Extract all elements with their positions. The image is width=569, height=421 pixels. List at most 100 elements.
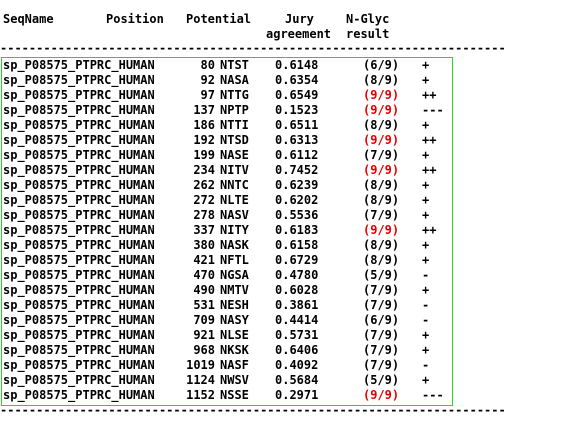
potential-cell: 0.6511 [275, 118, 319, 132]
separator-top: ----------------------------------------… [0, 41, 506, 55]
jury-cell: (9/9) [363, 133, 400, 147]
jury-cell: (9/9) [363, 103, 400, 117]
position-cell: 709 [193, 313, 215, 327]
position-cell: 97 [200, 88, 215, 102]
potential-cell: 0.1523 [275, 103, 319, 117]
jury-cell: (7/9) [363, 283, 400, 297]
result-cell: + [422, 343, 430, 357]
position-cell: 490 [193, 283, 215, 297]
potential-cell: 0.6202 [275, 193, 319, 207]
seqname-cell: sp_P08575_PTPRC_HUMAN [3, 328, 155, 342]
motif-cell: NTSD [220, 133, 249, 147]
position-cell: 531 [193, 298, 215, 312]
jury-cell: (9/9) [363, 163, 400, 177]
potential-cell: 0.6183 [275, 223, 319, 237]
jury-cell: (7/9) [363, 343, 400, 357]
jury-cell: (8/9) [363, 193, 400, 207]
position-cell: 199 [193, 148, 215, 162]
motif-cell: NASE [220, 148, 249, 162]
position-cell: 1019 [186, 358, 215, 372]
result-cell: + [422, 373, 430, 387]
potential-cell: 0.6549 [275, 88, 319, 102]
motif-cell: NTTG [220, 88, 249, 102]
potential-cell: 0.6112 [275, 148, 319, 162]
motif-cell: NTST [220, 58, 249, 72]
result-cell: + [422, 208, 430, 222]
result-cell: + [422, 193, 430, 207]
header-agreement: agreement [266, 27, 332, 41]
potential-cell: 0.6354 [275, 73, 319, 87]
position-cell: 421 [193, 253, 215, 267]
seqname-cell: sp_P08575_PTPRC_HUMAN [3, 73, 155, 87]
motif-cell: NITV [220, 163, 249, 177]
jury-cell: (8/9) [363, 253, 400, 267]
jury-cell: (7/9) [363, 148, 400, 162]
position-cell: 470 [193, 268, 215, 282]
potential-cell: 0.2971 [275, 388, 319, 402]
seqname-cell: sp_P08575_PTPRC_HUMAN [3, 388, 155, 402]
position-cell: 278 [193, 208, 215, 222]
position-cell: 1124 [186, 373, 215, 387]
jury-cell: (9/9) [363, 223, 400, 237]
seqname-cell: sp_P08575_PTPRC_HUMAN [3, 148, 155, 162]
result-cell: ++ [422, 133, 437, 147]
position-cell: 80 [200, 58, 215, 72]
jury-cell: (7/9) [363, 358, 400, 372]
seqname-cell: sp_P08575_PTPRC_HUMAN [3, 253, 155, 267]
jury-cell: (7/9) [363, 298, 400, 312]
motif-cell: NKSK [220, 343, 249, 357]
motif-cell: NWSV [220, 373, 249, 387]
jury-cell: (9/9) [363, 88, 400, 102]
result-cell: + [422, 283, 430, 297]
jury-cell: (8/9) [363, 178, 400, 192]
result-cell: + [422, 118, 430, 132]
jury-cell: (6/9) [363, 313, 400, 327]
position-cell: 186 [193, 118, 215, 132]
seqname-cell: sp_P08575_PTPRC_HUMAN [3, 358, 155, 372]
result-cell: + [422, 238, 430, 252]
motif-cell: NSSE [220, 388, 249, 402]
potential-cell: 0.6406 [275, 343, 319, 357]
motif-cell: NLTE [220, 193, 249, 207]
seqname-cell: sp_P08575_PTPRC_HUMAN [3, 163, 155, 177]
result-cell: + [422, 58, 430, 72]
result-cell: - [422, 313, 430, 327]
motif-cell: NNTC [220, 178, 249, 192]
jury-cell: (8/9) [363, 238, 400, 252]
jury-cell: (8/9) [363, 118, 400, 132]
header-result: result [346, 27, 390, 41]
result-cell: ++ [422, 163, 437, 177]
jury-cell: (5/9) [363, 268, 400, 282]
jury-cell: (7/9) [363, 208, 400, 222]
result-cell: + [422, 328, 430, 342]
result-cell: ++ [422, 223, 437, 237]
result-cell: + [422, 73, 430, 87]
position-cell: 192 [193, 133, 215, 147]
position-cell: 380 [193, 238, 215, 252]
position-cell: 337 [193, 223, 215, 237]
seqname-cell: sp_P08575_PTPRC_HUMAN [3, 118, 155, 132]
motif-cell: NTTI [220, 118, 249, 132]
potential-cell: 0.5536 [275, 208, 319, 222]
header-seqname: SeqName [3, 12, 54, 26]
motif-cell: NASA [220, 73, 249, 87]
motif-cell: NASK [220, 238, 249, 252]
potential-cell: 0.6158 [275, 238, 319, 252]
motif-cell: NLSE [220, 328, 249, 342]
potential-cell: 0.6729 [275, 253, 319, 267]
separator-bottom: ----------------------------------------… [0, 403, 506, 417]
motif-cell: NPTP [220, 103, 249, 117]
position-cell: 137 [193, 103, 215, 117]
seqname-cell: sp_P08575_PTPRC_HUMAN [3, 343, 155, 357]
seqname-cell: sp_P08575_PTPRC_HUMAN [3, 223, 155, 237]
seqname-cell: sp_P08575_PTPRC_HUMAN [3, 193, 155, 207]
potential-cell: 0.4780 [275, 268, 319, 282]
position-cell: 234 [193, 163, 215, 177]
potential-cell: 0.5684 [275, 373, 319, 387]
position-cell: 921 [193, 328, 215, 342]
potential-cell: 0.5731 [275, 328, 319, 342]
seqname-cell: sp_P08575_PTPRC_HUMAN [3, 238, 155, 252]
motif-cell: NITY [220, 223, 249, 237]
motif-cell: NFTL [220, 253, 249, 267]
result-cell: - [422, 298, 430, 312]
